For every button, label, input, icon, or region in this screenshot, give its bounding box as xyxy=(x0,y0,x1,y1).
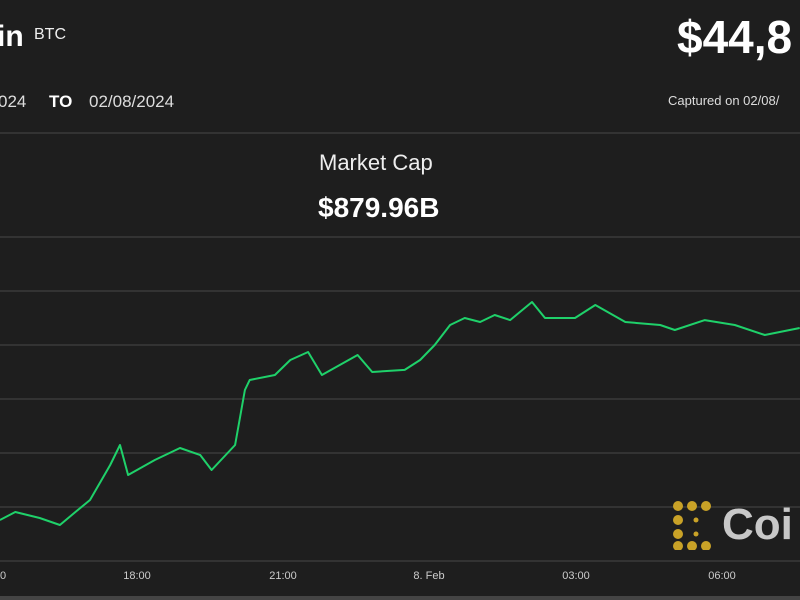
metric-value: $879.96B xyxy=(318,192,440,223)
date-from: 024 xyxy=(0,92,27,111)
x-tick-label: 0 xyxy=(0,570,6,582)
coin-symbol: BTC xyxy=(34,26,66,43)
coindesk-logo: Coi xyxy=(672,500,800,551)
x-tick-label: 8. Feb xyxy=(413,570,444,582)
metric-label: Market Cap xyxy=(319,150,433,175)
divider xyxy=(0,132,800,134)
current-price: $44,8 xyxy=(677,11,793,63)
logo-mark-icon xyxy=(673,501,711,551)
x-tick-label: 21:00 xyxy=(269,570,297,582)
logo-text: Coi xyxy=(722,500,793,549)
price-line xyxy=(0,301,800,526)
grid xyxy=(0,236,800,562)
x-tick-label: 18:00 xyxy=(123,570,151,582)
x-tick-label: 03:00 xyxy=(562,570,590,582)
x-tick-label: 06:00 xyxy=(708,570,736,582)
bottom-border xyxy=(0,596,800,600)
captured-timestamp: Captured on 02/08/ xyxy=(668,93,780,108)
date-to-label: TO xyxy=(49,92,73,111)
date-to: 02/08/2024 xyxy=(89,92,175,111)
x-axis-ticks: 0 18:00 21:00 8. Feb 03:00 06:00 xyxy=(0,570,736,582)
coin-name: in xyxy=(0,20,24,53)
